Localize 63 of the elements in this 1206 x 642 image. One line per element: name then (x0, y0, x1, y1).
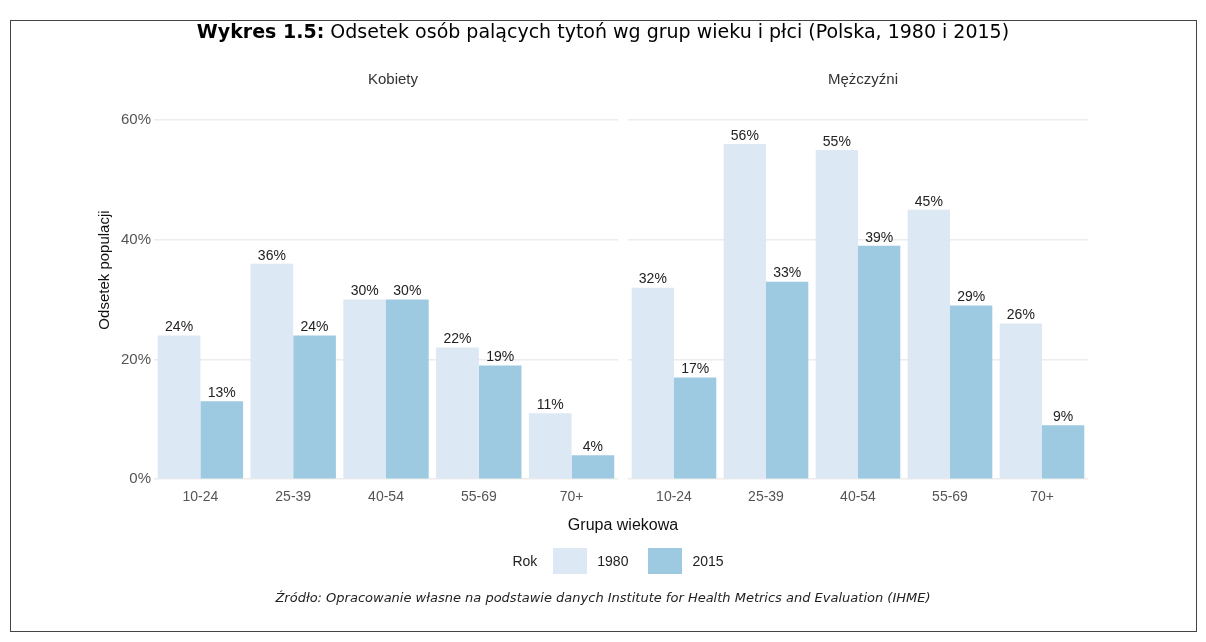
data-label: 36% (257, 246, 286, 263)
y-tick-label: 60% (120, 110, 152, 128)
bar (723, 143, 766, 479)
x-tick-label: 10-24 (182, 488, 219, 505)
bar (815, 149, 858, 479)
legend-label: 1980 (597, 553, 629, 569)
data-label: 30% (350, 282, 379, 299)
bar (478, 365, 522, 479)
bar (858, 245, 901, 479)
data-label: 55% (822, 132, 851, 149)
bar (528, 413, 572, 479)
x-tick-label: 40-54 (840, 488, 877, 505)
bar (157, 335, 201, 479)
chart-title: Wykres 1.5: Odsetek osób palących tytoń wg grup wieku i płci (Polska, 1980 i 2015) (196, 20, 1010, 42)
bar (999, 323, 1042, 479)
bar (950, 305, 993, 479)
bar (250, 263, 294, 479)
y-tick-label: 40% (120, 229, 152, 247)
bar (386, 299, 429, 479)
data-label: 17% (681, 360, 710, 377)
data-label: 24% (165, 318, 194, 335)
text: Źródło: Opracowanie własne na podstawie danych Institute for Health Metrics and Evaluation (IHME) (274, 590, 932, 605)
data-label: 56% (730, 126, 759, 143)
bar (674, 377, 717, 479)
bar (766, 281, 809, 479)
bar (436, 347, 479, 479)
data-label: 45% (914, 192, 943, 209)
data-label: 11% (536, 396, 564, 413)
data-label: 4% (582, 438, 604, 455)
data-label: 33% (773, 264, 802, 281)
x-tick-label: 70+ (559, 488, 584, 505)
legend-title: Rok (512, 553, 538, 569)
bar (200, 401, 244, 479)
data-label: 13% (207, 384, 236, 401)
x-tick-label: 55-69 (460, 488, 497, 505)
x-tick-label: 55-69 (932, 488, 969, 505)
data-label: 19% (486, 348, 515, 365)
x-tick-label: 70+ (1030, 488, 1054, 505)
data-label: 30% (393, 282, 422, 299)
x-tick-label: 40-54 (368, 488, 405, 505)
data-label: 9% (1053, 408, 1074, 425)
x-tick-label: 25-39 (748, 488, 785, 505)
chart-subtitle: Mężczyźni (827, 70, 899, 89)
bar (907, 209, 950, 479)
bar (1042, 425, 1085, 479)
data-label: 24% (300, 318, 329, 335)
y-axis-title: Odsetek populacji (94, 210, 112, 330)
x-tick-label: 25-39 (275, 488, 312, 505)
y-tick-label: 0% (129, 469, 152, 487)
data-label: 22% (443, 330, 472, 347)
x-axis-title: Grupa wiekowa (566, 516, 680, 534)
bar (343, 299, 387, 479)
legend-label: 2015 (692, 553, 724, 569)
bar (293, 335, 336, 479)
chart-subtitle: Kobiety (366, 70, 419, 89)
data-label: 32% (638, 270, 667, 287)
data-label: 26% (1006, 306, 1035, 323)
y-tick-label: 20% (120, 349, 152, 367)
data-label: 39% (865, 228, 894, 245)
data-label: 29% (957, 288, 986, 305)
bar (571, 455, 615, 479)
bar (631, 287, 674, 479)
x-tick-label: 10-24 (656, 488, 693, 505)
